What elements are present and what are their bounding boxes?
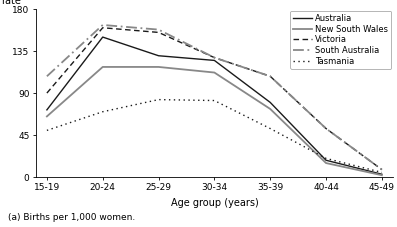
New South Wales [100,66,105,68]
Tasmania [380,171,384,174]
Victoria [380,168,384,171]
Australia [380,173,384,176]
South Australia [44,75,49,78]
Victoria [44,92,49,94]
South Australia [212,56,217,59]
Australia [324,159,328,162]
New South Wales [268,108,273,110]
Line: Victoria: Victoria [47,28,382,170]
Australia [156,54,161,57]
Line: Tasmania: Tasmania [47,100,382,172]
Tasmania [324,157,328,160]
New South Wales [380,174,384,177]
South Australia [100,24,105,26]
South Australia [380,168,384,171]
Tasmania [212,99,217,102]
South Australia [156,28,161,31]
Australia [212,59,217,62]
South Australia [324,127,328,130]
New South Wales [324,162,328,164]
Y-axis label: rate: rate [2,0,21,6]
Tasmania [268,127,273,130]
Australia [100,36,105,38]
X-axis label: Age group (years): Age group (years) [170,198,258,208]
New South Wales [44,115,49,118]
Text: (a) Births per 1,000 women.: (a) Births per 1,000 women. [8,213,135,222]
Victoria [156,31,161,34]
Tasmania [156,98,161,101]
Line: New South Wales: New South Wales [47,67,382,175]
Victoria [324,127,328,130]
Australia [44,109,49,111]
Victoria [100,26,105,29]
New South Wales [212,71,217,74]
Tasmania [44,129,49,132]
Victoria [268,75,273,78]
Line: South Australia: South Australia [47,25,382,170]
Line: Australia: Australia [47,37,382,174]
South Australia [268,75,273,78]
Tasmania [100,110,105,113]
Legend: Australia, New South Wales, Victoria, South Australia, Tasmania: Australia, New South Wales, Victoria, So… [290,11,391,69]
Australia [268,101,273,104]
New South Wales [156,66,161,68]
Victoria [212,56,217,59]
